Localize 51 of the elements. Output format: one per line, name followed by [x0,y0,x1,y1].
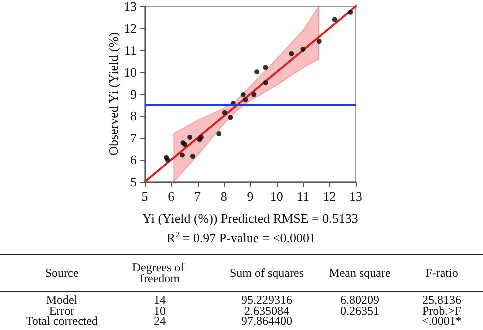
x-tick-label: 13 [350,189,362,204]
point [263,65,268,70]
y-tick-label: 7 [130,130,138,146]
point [332,17,338,22]
point [180,152,185,158]
text: Model [46,293,78,307]
text: 95.229316 [242,293,292,307]
x-tick-label: 8 [220,189,228,204]
point [165,158,170,163]
x-tick-label: 6 [168,189,176,204]
y-tick-label: 10 [124,64,137,80]
text: 25,8136 [422,293,462,307]
point [216,131,222,136]
x-tick-label: 11 [296,189,310,204]
point [188,134,193,140]
text: F-ratio [426,266,458,280]
y-tick-label: 9 [130,86,137,102]
y-tick-label: 13 [124,0,137,14]
y-tick-label: 12 [124,20,137,36]
point [252,92,257,98]
point [228,115,234,120]
y-tick-label: 5 [130,174,137,190]
y-tick-label: 6 [130,152,138,168]
point [300,47,306,52]
y-axis-title: Observed Yi (Yield (%) [106,32,122,156]
point [240,92,246,98]
point [198,134,204,140]
text: 6.80209 [340,293,380,307]
x-tick-label: 9 [247,189,254,204]
point [348,10,354,15]
point [289,51,294,56]
point [190,154,196,160]
text: <.0001* [422,314,462,328]
point [254,70,260,75]
x-tick-label: 7 [194,189,202,204]
x-tick-label: 5 [142,189,148,204]
text: 0.26351 [340,304,380,318]
text: Degrees of freedom [132,260,188,286]
x-tick-label: 10 [270,189,284,204]
point [263,80,268,86]
text: Mean square [329,266,391,280]
point [243,98,248,103]
y-tick-label: 8 [130,108,137,124]
point [316,39,322,44]
text: Sum of squares [230,266,304,280]
x-axis-title: Yi (Yield (%)) Predicted RMSE = 0.5133 [142,211,358,226]
text: 14 [154,293,166,307]
point [222,110,228,116]
y-tick-label: 11 [124,42,137,58]
text: Source [45,266,79,280]
x-tick-label: 12 [323,189,336,204]
